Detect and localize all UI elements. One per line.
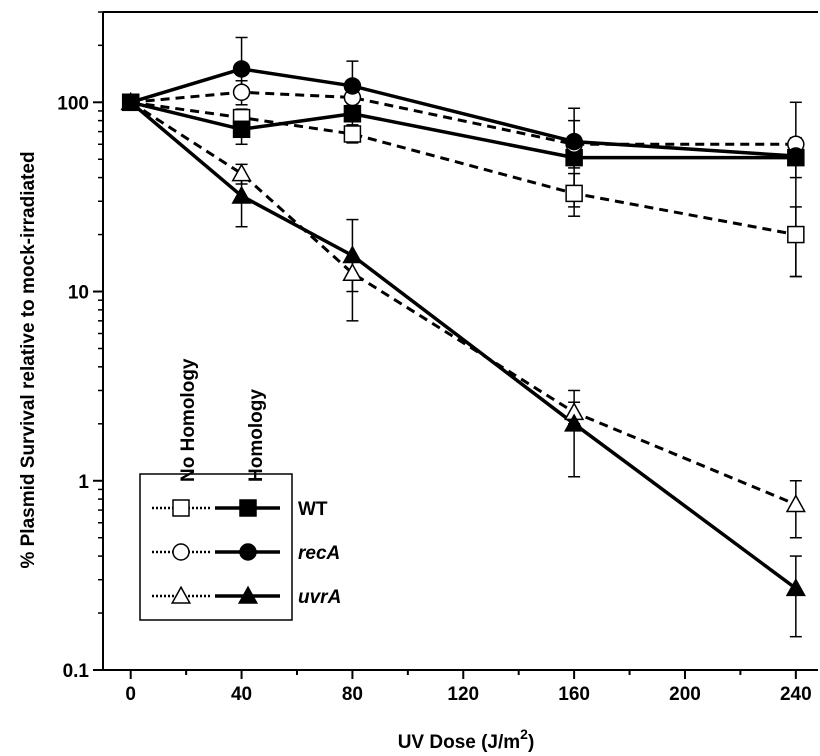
y-axis-title: % Plasmid Survival relative to mock-irra… — [18, 151, 39, 568]
x-tick-label: 80 — [342, 684, 363, 705]
legend-header-homology: Homology — [246, 389, 267, 482]
triangle-marker — [342, 245, 363, 264]
x-tick-label: 160 — [558, 684, 590, 705]
x-tick-label: 240 — [780, 684, 812, 705]
x-tick-label: 200 — [669, 684, 701, 705]
y-tick-label: 1 — [78, 472, 89, 493]
x-axis-title-main: UV Dose (J/m — [398, 732, 520, 753]
triangle-marker — [170, 585, 192, 604]
circle-marker — [343, 77, 362, 95]
square-marker — [172, 499, 190, 517]
triangle-marker — [231, 185, 252, 204]
square-marker — [343, 125, 362, 143]
square-marker — [239, 499, 257, 517]
y-tick-label: 10 — [68, 283, 89, 304]
square-marker — [787, 225, 805, 244]
legend: No Homology Homology WT recA uvrA — [139, 358, 341, 621]
circle-marker — [787, 147, 805, 165]
x-axis-title: UV Dose (J/m2) — [398, 726, 535, 753]
triangle-marker — [564, 413, 585, 432]
triangle-marker — [342, 262, 363, 281]
square-marker — [565, 184, 583, 203]
x-axis-title-superscript: 2 — [520, 726, 528, 742]
series-line-uvra-no-homology — [129, 101, 797, 506]
triangle-marker — [785, 578, 806, 597]
circle-marker — [232, 83, 251, 101]
triangle-marker — [237, 585, 259, 604]
triangle-marker — [231, 163, 252, 182]
legend-header-no-homology: No Homology — [178, 358, 199, 482]
series-line-wt-no-homology — [130, 100, 797, 237]
legend-box — [139, 473, 293, 621]
legend-label-uvra: uvrA — [298, 587, 341, 608]
square-marker — [343, 104, 362, 123]
triangle-marker — [120, 91, 141, 111]
x-tick-label: 0 — [125, 684, 136, 705]
circle-marker — [239, 543, 257, 561]
x-tick-label: 40 — [231, 684, 252, 705]
legend-label-wt: WT — [298, 499, 328, 520]
x-tick-label: 120 — [447, 684, 479, 705]
legend-label-reca: recA — [298, 543, 340, 564]
circle-marker — [232, 60, 251, 78]
square-marker — [232, 120, 251, 139]
triangle-marker — [785, 494, 806, 513]
series-layer — [120, 36, 806, 638]
axes-layer: 0 40 80 120 160 200 240 0.1 1 10 100 — [57, 11, 818, 705]
y-tick-label: 100 — [57, 93, 89, 114]
circle-marker — [565, 132, 583, 151]
y-tick-label: 0.1 — [63, 661, 90, 682]
x-axis-title-close: ) — [528, 732, 534, 753]
circle-marker — [172, 543, 190, 561]
